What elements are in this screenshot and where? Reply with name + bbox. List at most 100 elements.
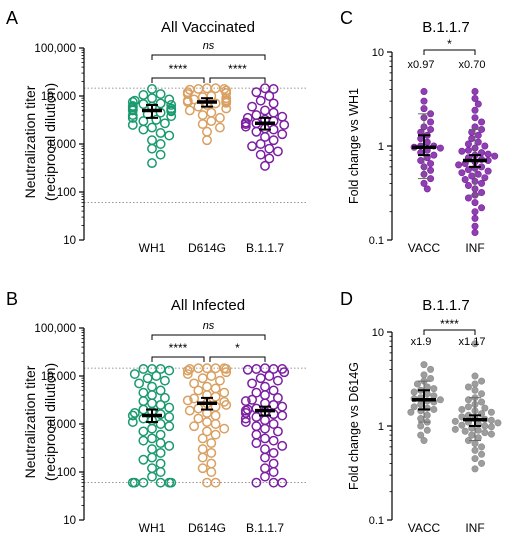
data-point xyxy=(214,112,225,123)
data-point xyxy=(430,385,438,393)
data-point xyxy=(155,149,166,160)
data-point xyxy=(478,390,486,398)
data-point xyxy=(197,463,208,474)
panel-b: B All Infected 10 100 1,000 10,000 100,000 Ne… xyxy=(6,289,306,535)
data-point xyxy=(210,383,221,394)
y-tick-label: 1 xyxy=(378,421,384,433)
data-point xyxy=(147,398,157,409)
data-point xyxy=(268,419,279,429)
data-point xyxy=(159,375,170,386)
data-point xyxy=(255,139,266,149)
significance-label: **** xyxy=(228,62,247,76)
data-point xyxy=(268,447,279,458)
data-point xyxy=(260,363,270,374)
y-tick-label: 0.1 xyxy=(369,235,384,247)
data-point xyxy=(487,408,495,416)
data-point xyxy=(420,88,428,96)
data-point xyxy=(147,93,157,104)
data-point xyxy=(461,176,469,184)
data-point xyxy=(127,410,138,421)
y-tick-label: 100 xyxy=(57,187,76,199)
data-point xyxy=(247,378,258,389)
data-point xyxy=(471,229,479,237)
data-point xyxy=(138,364,149,374)
data-point xyxy=(193,403,204,414)
data-point xyxy=(206,107,217,118)
data-point xyxy=(478,450,486,458)
data-point xyxy=(255,149,266,160)
data-point xyxy=(251,412,262,422)
data-point xyxy=(272,392,283,403)
y-tick-label: 10,000 xyxy=(41,371,76,383)
data-point xyxy=(260,471,270,482)
data-point xyxy=(471,372,479,380)
data-point xyxy=(430,151,438,159)
data-point xyxy=(487,430,495,438)
data-point xyxy=(264,371,275,381)
significance-label: **** xyxy=(169,62,188,76)
data-point xyxy=(478,377,486,385)
data-point xyxy=(277,129,288,140)
data-point xyxy=(427,365,435,373)
data-point xyxy=(210,419,221,429)
data-point xyxy=(484,150,492,158)
fold-change-label: x1.9 xyxy=(411,336,432,348)
data-point xyxy=(127,112,138,123)
data-point xyxy=(474,170,482,178)
data-point xyxy=(147,463,157,474)
data-point xyxy=(494,419,502,427)
data-point xyxy=(182,395,193,406)
data-point xyxy=(155,467,166,477)
fold-change-label: x1.17 xyxy=(459,336,486,348)
panel-d-title: B.1.1.7 xyxy=(422,297,470,314)
data-point xyxy=(461,427,469,435)
data-point xyxy=(155,139,166,149)
data-point xyxy=(206,116,217,127)
data-point xyxy=(272,375,283,386)
y-tick-label: 10 xyxy=(63,515,76,527)
data-point xyxy=(147,471,157,482)
data-point xyxy=(151,114,162,125)
data-point xyxy=(147,135,157,146)
x-category-label: WH1 xyxy=(139,241,166,255)
data-point xyxy=(268,84,279,94)
data-point xyxy=(474,131,482,139)
comparison-bracket xyxy=(151,54,266,60)
significance-label: * xyxy=(447,37,452,51)
data-point xyxy=(464,383,472,391)
data-point xyxy=(478,204,486,212)
data-point xyxy=(427,160,435,168)
data-point xyxy=(410,403,418,411)
y-axis-label: Fold change vs WH1 xyxy=(347,88,361,204)
data-point xyxy=(134,378,145,389)
data-point xyxy=(260,452,270,463)
data-point xyxy=(260,160,270,171)
data-point xyxy=(264,91,275,101)
data-point xyxy=(210,391,221,402)
panel-letter-a: A xyxy=(6,8,18,28)
data-point xyxy=(202,417,212,427)
data-point xyxy=(487,416,495,424)
data-point xyxy=(277,410,288,421)
data-point xyxy=(189,393,200,404)
data-point xyxy=(420,179,428,187)
data-point xyxy=(166,111,177,122)
x-category-label: B.1.1.7 xyxy=(246,241,284,255)
data-point xyxy=(155,127,166,138)
data-point xyxy=(127,477,138,488)
data-point xyxy=(155,399,166,410)
data-point xyxy=(471,106,479,114)
data-point xyxy=(155,385,166,396)
x-category-label: D614G xyxy=(188,241,226,255)
y-tick-label: 1,000 xyxy=(47,139,76,151)
panel-letter-d: D xyxy=(340,289,353,309)
data-point xyxy=(255,95,266,106)
panel-d: D B.1.1.7 0.1 1 10 Fold change vs D614G VACC… xyxy=(340,289,502,535)
significance-label: ns xyxy=(203,40,215,52)
data-point xyxy=(471,465,479,473)
data-point xyxy=(455,161,463,169)
data-point xyxy=(184,405,195,416)
data-point xyxy=(268,399,279,410)
y-axis-label: Neutralization titer xyxy=(22,365,38,478)
data-point xyxy=(417,415,425,423)
